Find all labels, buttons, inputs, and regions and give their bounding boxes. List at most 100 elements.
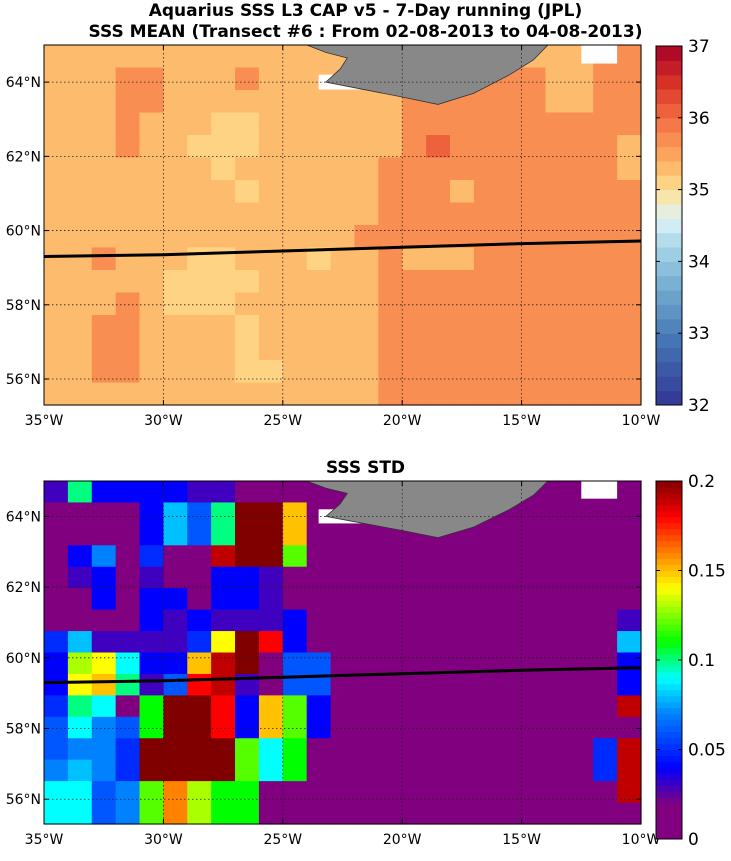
heatmap-cell bbox=[449, 292, 475, 316]
heatmap-cell bbox=[497, 545, 523, 568]
heatmap-cell bbox=[282, 157, 308, 181]
heatmap-cell bbox=[163, 337, 188, 361]
heatmap-cell bbox=[235, 292, 260, 316]
heatmap-cell bbox=[187, 382, 212, 406]
heatmap-cell bbox=[163, 673, 188, 696]
heatmap-cell bbox=[235, 315, 260, 339]
heatmap-cell bbox=[473, 202, 499, 226]
heatmap-cell bbox=[44, 112, 69, 136]
heatmap-cell bbox=[67, 360, 93, 384]
heatmap-cell bbox=[115, 695, 141, 718]
heatmap-cell bbox=[67, 270, 93, 294]
colorbar-swatch bbox=[656, 833, 682, 840]
heatmap-cell bbox=[545, 781, 570, 804]
heatmap-cell bbox=[139, 337, 164, 361]
heatmap-cell bbox=[163, 695, 188, 718]
heatmap-cell bbox=[330, 135, 356, 159]
heatmap-cell bbox=[521, 157, 547, 181]
heatmap-cell bbox=[163, 382, 188, 406]
colorbar-swatch bbox=[656, 737, 682, 745]
heatmap-cell bbox=[426, 716, 451, 739]
heatmap-cell bbox=[569, 337, 594, 361]
heatmap-cell bbox=[426, 382, 451, 406]
heatmap-cell bbox=[473, 631, 499, 654]
colorbar-swatch bbox=[656, 516, 682, 524]
heatmap-cell bbox=[187, 270, 212, 294]
heatmap-cell bbox=[545, 180, 570, 204]
heatmap-cell bbox=[187, 609, 212, 632]
heatmap-cell bbox=[282, 673, 308, 696]
heatmap-cell bbox=[354, 759, 379, 782]
colorbar-swatch bbox=[656, 594, 682, 601]
colorbar-tick-label: 36 bbox=[688, 109, 710, 129]
heatmap-cell bbox=[235, 523, 260, 546]
colorbar-swatch bbox=[656, 552, 682, 560]
heatmap-cell bbox=[569, 112, 594, 136]
heatmap-cell bbox=[617, 523, 642, 546]
heatmap-cell bbox=[545, 382, 570, 406]
heatmap-cell bbox=[545, 90, 570, 114]
heatmap-cell bbox=[139, 292, 164, 316]
heatmap-cell bbox=[115, 247, 141, 271]
heatmap-cell bbox=[211, 292, 236, 316]
heatmap-cell bbox=[67, 247, 93, 271]
colorbar-tick-label: 0.05 bbox=[688, 741, 726, 761]
colorbar-swatch bbox=[656, 232, 682, 248]
heatmap-cell bbox=[593, 631, 618, 654]
heatmap-cell bbox=[354, 631, 379, 654]
heatmap-cell bbox=[44, 337, 69, 361]
heatmap-cell bbox=[473, 738, 499, 761]
heatmap-cell bbox=[211, 315, 236, 339]
heatmap-cell bbox=[617, 545, 642, 568]
heatmap-cell bbox=[67, 382, 93, 406]
heatmap-cell bbox=[473, 247, 499, 271]
heatmap-cell bbox=[521, 716, 547, 739]
heatmap-cell bbox=[67, 292, 93, 316]
heatmap-cell bbox=[235, 502, 260, 525]
heatmap-cell bbox=[330, 673, 356, 696]
heatmap-cell bbox=[593, 652, 618, 675]
heatmap-cell bbox=[282, 112, 308, 136]
heatmap-cell bbox=[617, 360, 642, 384]
heatmap-cell bbox=[44, 67, 69, 91]
heatmap-cell bbox=[258, 180, 284, 204]
heatmap-cell bbox=[211, 695, 236, 718]
heatmap-cell bbox=[402, 270, 427, 294]
heatmap-cell bbox=[497, 523, 523, 546]
heatmap-cell bbox=[473, 292, 499, 316]
heatmap-cell bbox=[211, 112, 236, 136]
heatmap-cell bbox=[569, 545, 594, 568]
heatmap-cell bbox=[593, 337, 618, 361]
heatmap-cell bbox=[115, 67, 141, 91]
heatmap-cell bbox=[354, 802, 379, 825]
heatmap-cell bbox=[282, 523, 308, 546]
x-tick-label: 20°W bbox=[383, 413, 422, 429]
heatmap-cell bbox=[115, 382, 141, 406]
heatmap-cell bbox=[306, 695, 332, 718]
heatmap-cell bbox=[258, 157, 284, 181]
heatmap-cell bbox=[378, 360, 403, 384]
heatmap-cell bbox=[497, 716, 523, 739]
heatmap-cell bbox=[378, 270, 403, 294]
colorbar-swatch bbox=[656, 175, 682, 191]
colorbar-swatch bbox=[656, 785, 682, 792]
heatmap-cell bbox=[593, 759, 618, 782]
heatmap-cell bbox=[306, 523, 332, 546]
heatmap-cell bbox=[617, 337, 642, 361]
heatmap-cell bbox=[378, 588, 403, 611]
heatmap-cell bbox=[617, 270, 642, 294]
heatmap-cell bbox=[426, 545, 451, 568]
heatmap-cell bbox=[187, 738, 212, 761]
heatmap-cell bbox=[187, 90, 212, 114]
heatmap-cell bbox=[115, 502, 141, 525]
heatmap-cell bbox=[306, 135, 332, 159]
colorbar-swatch bbox=[656, 540, 682, 548]
heatmap-cell bbox=[330, 566, 356, 589]
heatmap-cell bbox=[545, 481, 570, 504]
colorbar-swatch bbox=[656, 481, 682, 488]
heatmap-cell bbox=[378, 609, 403, 632]
heatmap-cell bbox=[306, 157, 332, 181]
heatmap-cell bbox=[354, 523, 379, 546]
heatmap-cell bbox=[402, 337, 427, 361]
